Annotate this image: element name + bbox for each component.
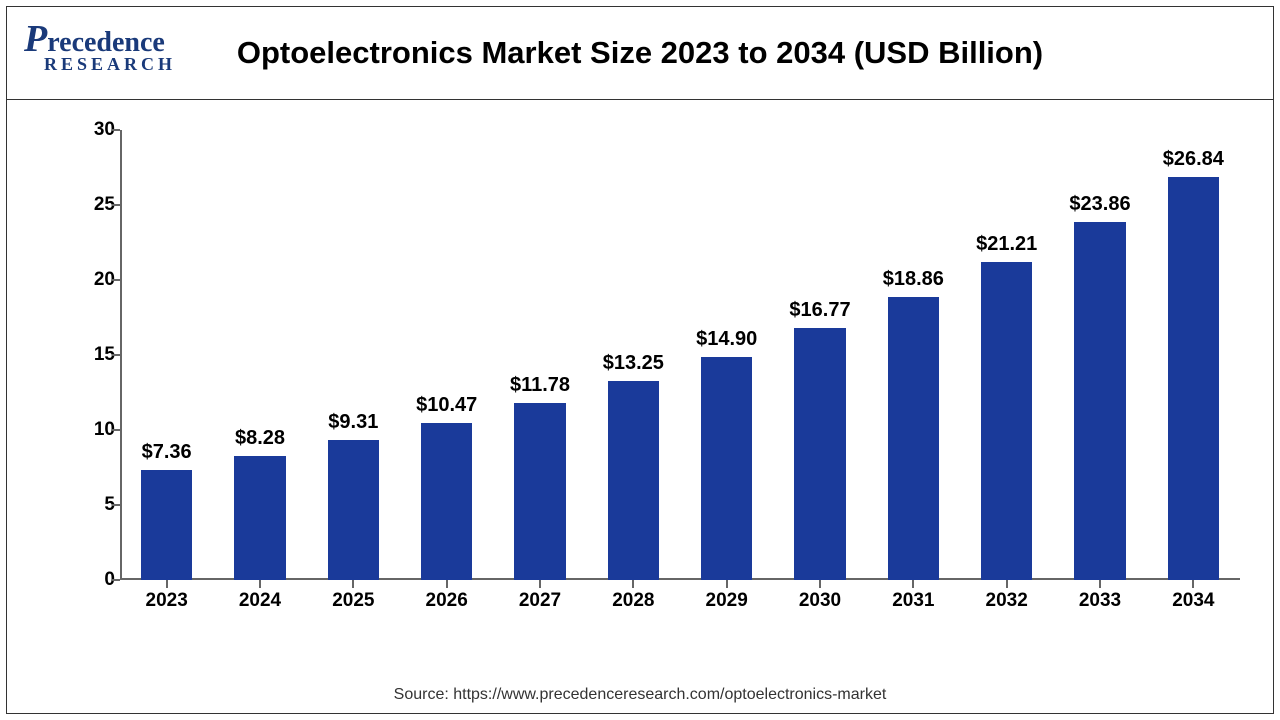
- bar-rect: [421, 423, 472, 580]
- logo-subtitle: RESEARCH: [44, 54, 176, 75]
- logo: Precedence: [24, 20, 165, 58]
- y-tick-mark: [112, 279, 120, 281]
- y-tick-mark: [112, 204, 120, 206]
- x-tick-label: 2030: [799, 590, 841, 612]
- x-tick-label: 2028: [612, 590, 654, 612]
- x-tick-label: 2023: [146, 590, 188, 612]
- bar-rect: [328, 440, 379, 580]
- y-tick-label: 30: [60, 119, 115, 141]
- x-tick-mark: [912, 580, 914, 588]
- bar-value-label: $16.77: [789, 299, 850, 322]
- bar: $21.21: [981, 130, 1032, 580]
- bar-rect: [608, 381, 659, 580]
- y-axis: [120, 130, 122, 580]
- x-tick-label: 2034: [1172, 590, 1214, 612]
- y-tick-label: 15: [60, 344, 115, 366]
- bar-rect: [794, 328, 845, 580]
- y-tick-label: 25: [60, 194, 115, 216]
- x-tick-mark: [726, 580, 728, 588]
- bar: $10.47: [421, 130, 472, 580]
- bar-value-label: $23.86: [1069, 193, 1130, 216]
- x-tick-mark: [1099, 580, 1101, 588]
- source-citation: Source: https://www.precedenceresearch.c…: [0, 686, 1280, 704]
- y-tick-mark: [112, 579, 120, 581]
- bar: $7.36: [141, 130, 192, 580]
- x-tick-label: 2031: [892, 590, 934, 612]
- x-tick-mark: [446, 580, 448, 588]
- x-tick-mark: [539, 580, 541, 588]
- bar: $11.78: [514, 130, 565, 580]
- bar-rect: [514, 403, 565, 580]
- bar-rect: [1168, 177, 1219, 580]
- y-tick-mark: [112, 354, 120, 356]
- chart-title: Optoelectronics Market Size 2023 to 2034…: [6, 35, 1274, 71]
- x-tick-mark: [259, 580, 261, 588]
- header: Precedence RESEARCH Optoelectronics Mark…: [6, 6, 1274, 100]
- bar-value-label: $11.78: [510, 374, 570, 397]
- bar-value-label: $14.90: [696, 328, 757, 351]
- x-tick-mark: [632, 580, 634, 588]
- bar-rect: [981, 262, 1032, 580]
- bar: $26.84: [1168, 130, 1219, 580]
- bar-rect: [234, 456, 285, 580]
- bar-rect: [701, 357, 752, 581]
- y-tick-label: 20: [60, 269, 115, 291]
- bar-value-label: $10.47: [416, 394, 477, 417]
- bar-value-label: $9.31: [328, 411, 378, 434]
- x-tick-label: 2032: [986, 590, 1028, 612]
- x-tick-label: 2026: [426, 590, 468, 612]
- bar: $18.86: [888, 130, 939, 580]
- bar: $13.25: [608, 130, 659, 580]
- x-tick-mark: [1192, 580, 1194, 588]
- x-tick-label: 2027: [519, 590, 561, 612]
- bar-value-label: $26.84: [1163, 148, 1224, 171]
- x-tick-mark: [1006, 580, 1008, 588]
- bar: $23.86: [1074, 130, 1125, 580]
- x-axis: [120, 578, 1240, 580]
- y-tick-label: 0: [60, 569, 115, 591]
- bar-rect: [141, 470, 192, 580]
- bar-value-label: $13.25: [603, 352, 664, 375]
- bar: $16.77: [794, 130, 845, 580]
- x-tick-label: 2024: [239, 590, 281, 612]
- bar: $9.31: [328, 130, 379, 580]
- y-tick-label: 5: [60, 494, 115, 516]
- x-tick-label: 2033: [1079, 590, 1121, 612]
- bar-rect: [1074, 222, 1125, 580]
- bar: $8.28: [234, 130, 285, 580]
- x-tick-mark: [166, 580, 168, 588]
- bar-rect: [888, 297, 939, 580]
- y-tick-mark: [112, 429, 120, 431]
- x-tick-mark: [352, 580, 354, 588]
- x-tick-label: 2029: [706, 590, 748, 612]
- bar-value-label: $21.21: [976, 233, 1037, 256]
- y-tick-label: 10: [60, 419, 115, 441]
- bar-value-label: $18.86: [883, 268, 944, 291]
- bar-value-label: $7.36: [142, 441, 192, 464]
- bar: $14.90: [701, 130, 752, 580]
- x-tick-label: 2025: [332, 590, 374, 612]
- bar-value-label: $8.28: [235, 427, 285, 450]
- y-tick-mark: [112, 129, 120, 131]
- y-tick-mark: [112, 504, 120, 506]
- chart-area: 051015202530 $7.36$8.28$9.31$10.47$11.78…: [60, 130, 1240, 630]
- x-tick-mark: [819, 580, 821, 588]
